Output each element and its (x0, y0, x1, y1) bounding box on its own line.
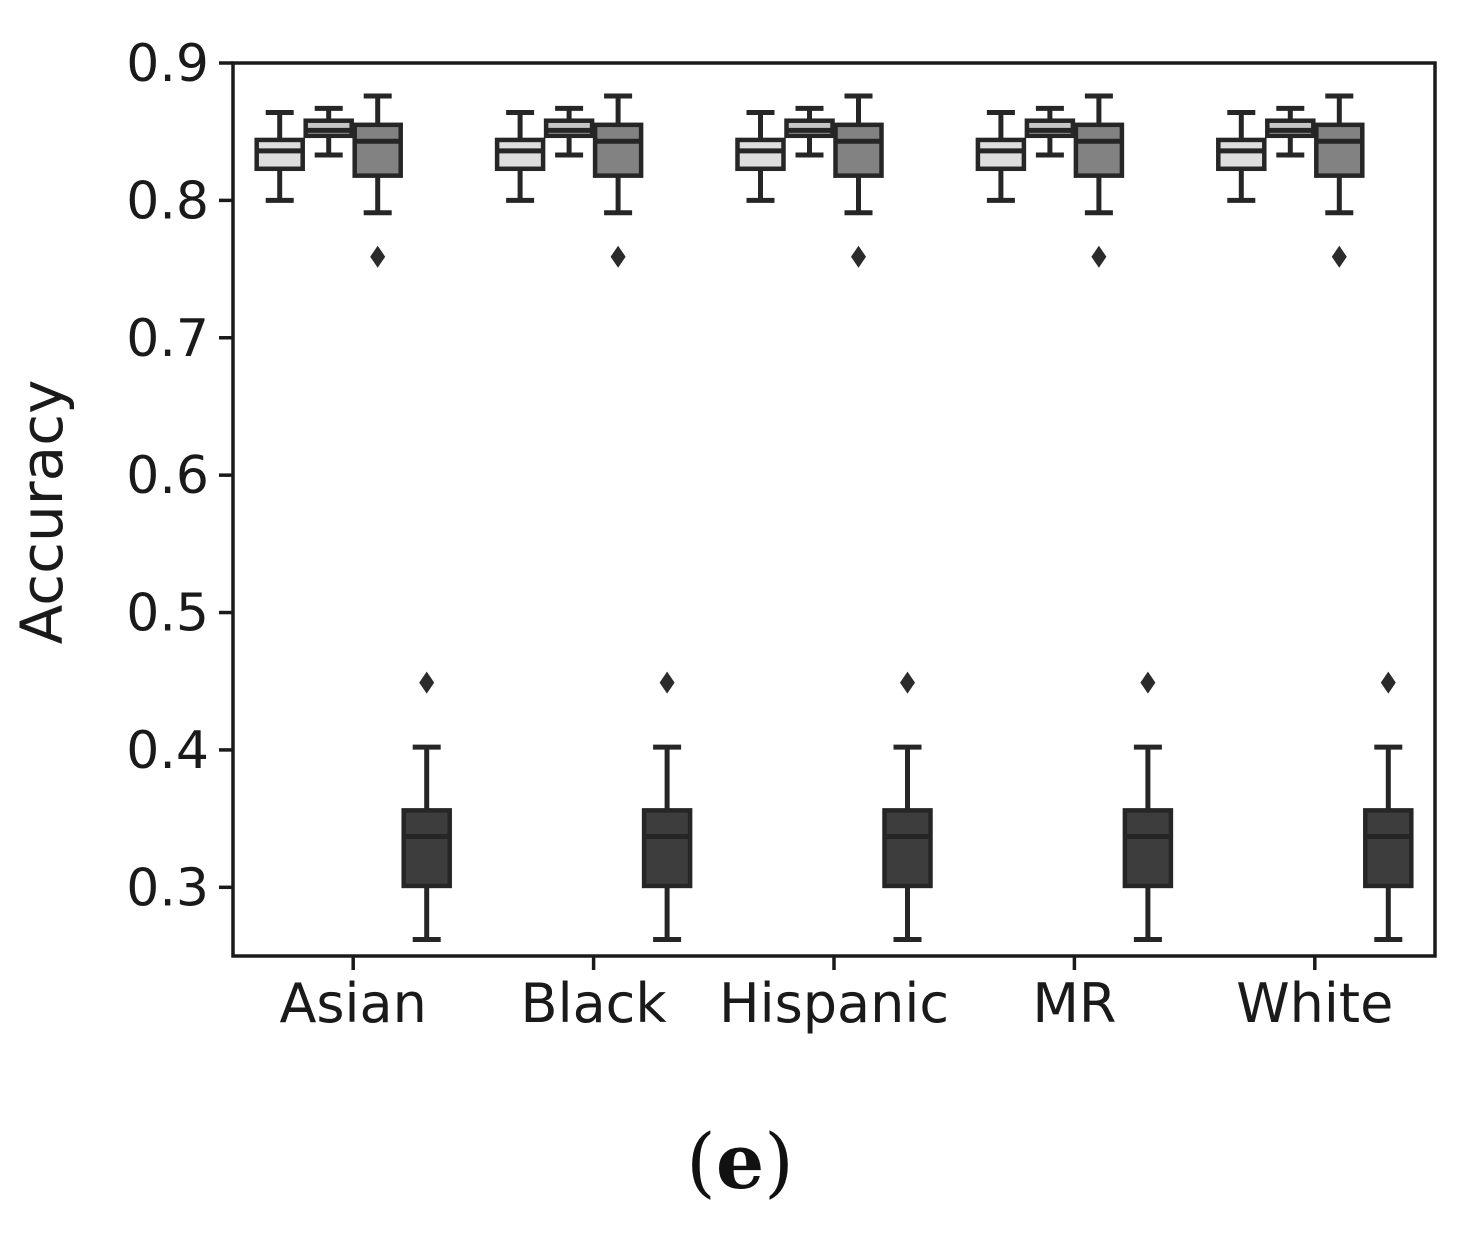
box-series-1-hispanic-box (735, 137, 786, 172)
box-series-1-mr-box (975, 137, 1027, 172)
box-series-4-asian-outlier (419, 671, 435, 694)
box-series-4-black-outlier (659, 671, 675, 694)
y-tick-label: 0.7 (126, 309, 209, 369)
y-tick-label: 0.9 (126, 34, 209, 94)
box-series-3-mr-outlier (1091, 245, 1107, 268)
figure-caption: (e) (0, 1112, 1480, 1212)
y-tick-label: 0.8 (126, 171, 209, 231)
y-tick-label: 0.5 (126, 584, 209, 644)
box-series-3-white-outlier (1331, 245, 1347, 268)
x-tick-label-mr: MR (1032, 972, 1116, 1035)
caption-letter: e (715, 1117, 765, 1206)
box-series-4-black-box (641, 808, 693, 889)
box-series-3-hispanic-outlier (851, 245, 866, 268)
box-series-3-asian-outlier (370, 245, 386, 268)
box-series-4-mr-outlier (1140, 671, 1156, 694)
plot-border (231, 61, 1437, 958)
y-tick-label: 0.6 (126, 446, 209, 506)
box-series-1-asian-box (254, 137, 305, 172)
box-series-4-white-box (1363, 808, 1414, 889)
box-series-3-mr-box (1073, 122, 1125, 178)
caption-close-paren: ) (764, 1117, 794, 1206)
y-tick-label: 0.3 (126, 858, 209, 918)
x-tick-label-asian: Asian (279, 972, 426, 1035)
caption-open-paren: ( (686, 1117, 716, 1206)
boxplot-chart: Accuracy 0.3 0.4 0.5 0.6 0.7 0.8 0.9 Asian Black… (8, 34, 1437, 1035)
box-series-4-white-outlier (1380, 671, 1396, 694)
plot-area: 0.3 0.4 0.5 0.6 0.7 0.8 0.9 Asian Black Hispanic M… (126, 34, 1437, 1035)
box-series-1-white-box (1216, 137, 1267, 172)
box-series-3-white-box (1314, 122, 1365, 178)
x-tick-label-white: White (1236, 972, 1393, 1035)
box-series-4-hispanic-box (882, 808, 933, 889)
box-series-3-hispanic-box (833, 122, 884, 178)
box-series-3-black-box (592, 122, 644, 178)
x-tick-label-hispanic: Hispanic (719, 972, 949, 1035)
x-tick-label-black: Black (521, 972, 668, 1035)
box-series-4-hispanic-outlier (900, 671, 915, 694)
box-series-4-asian-box (401, 808, 452, 889)
y-tick-label: 0.4 (126, 721, 209, 781)
y-axis-label: Accuracy (8, 380, 76, 645)
box-series-3-asian-box (352, 122, 403, 178)
box-series-3-black-outlier (610, 245, 626, 268)
box-series-4-mr-box (1122, 808, 1174, 889)
box-series-1-black-box (494, 137, 546, 172)
